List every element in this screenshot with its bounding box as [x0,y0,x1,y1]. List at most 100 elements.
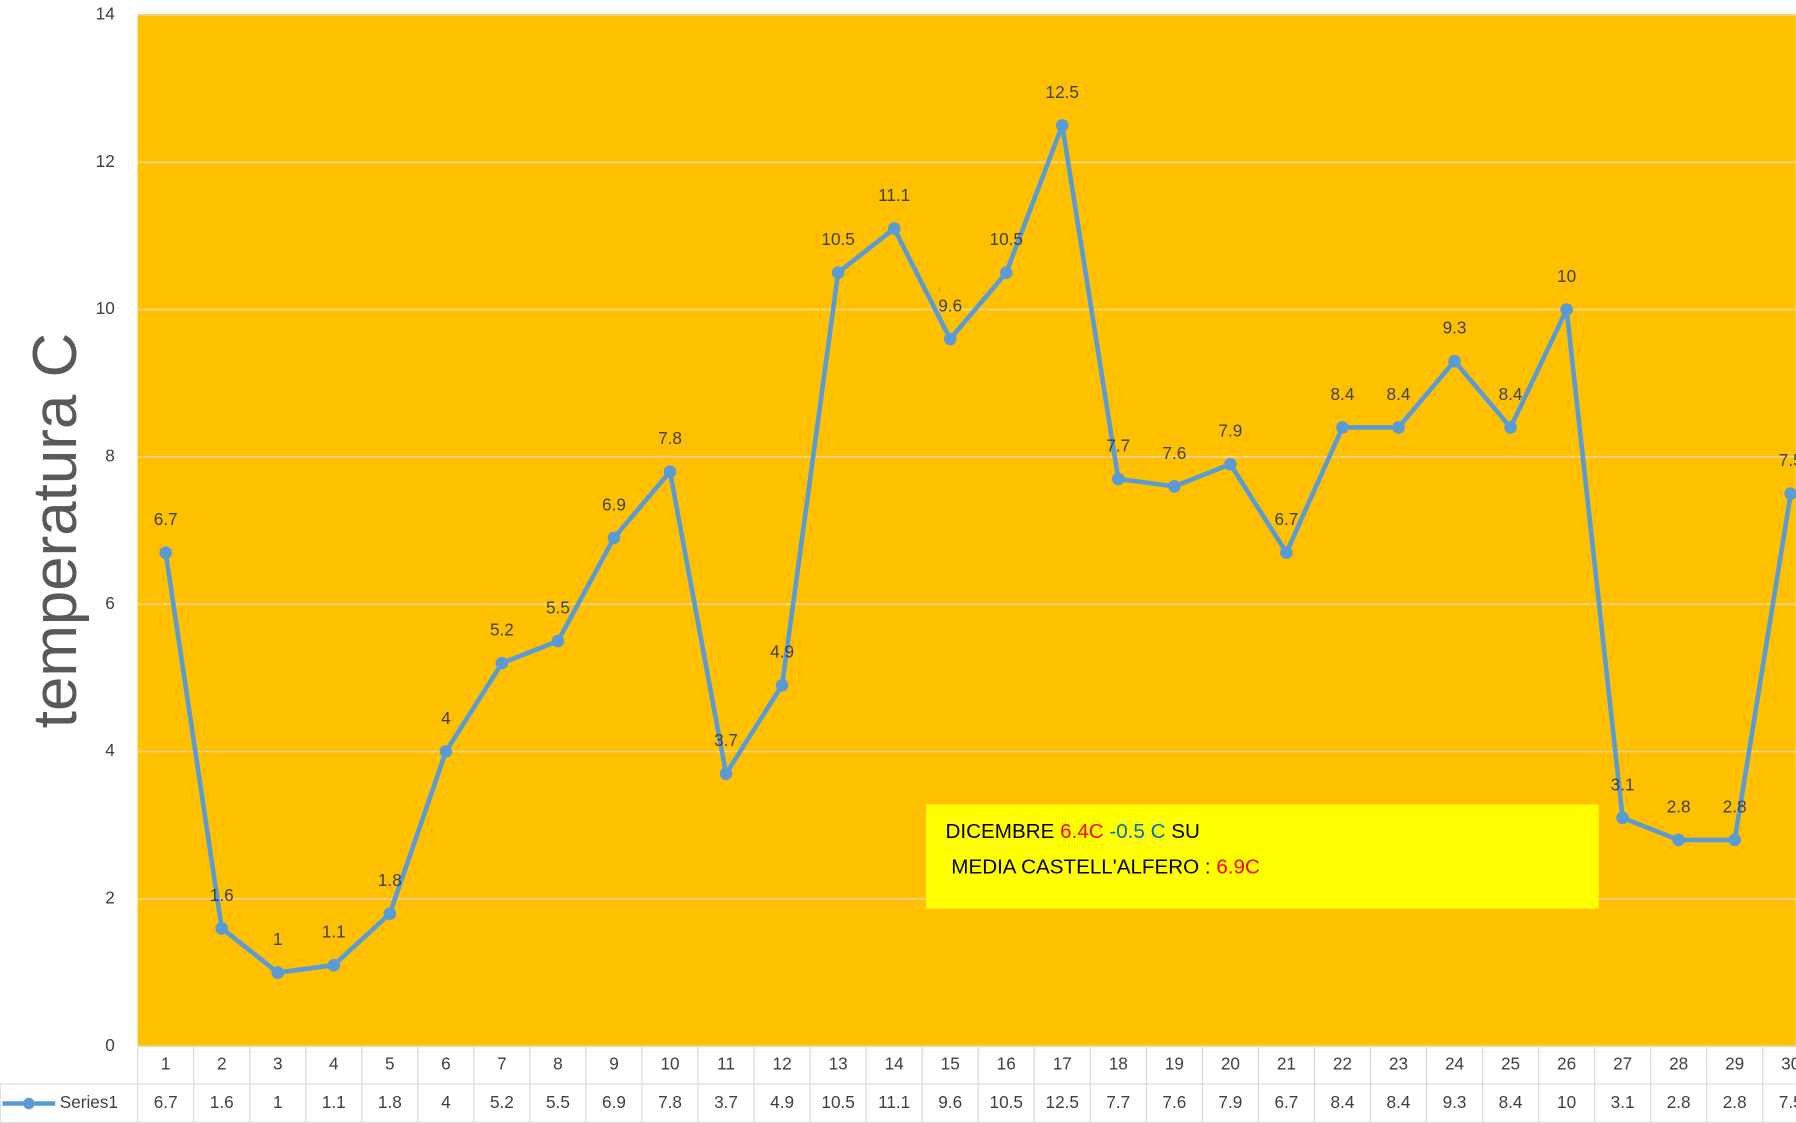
data-label: 12.5 [1046,82,1079,102]
table-value: 3.1 [1611,1092,1635,1112]
data-label: 9.3 [1443,318,1467,338]
x-tick-label: 7 [497,1054,507,1074]
x-tick-label: 2 [217,1054,227,1074]
x-tick-label: 24 [1445,1054,1465,1074]
table-value: 8.4 [1331,1092,1355,1112]
x-tick-label: 20 [1221,1054,1240,1074]
table-value: 4 [441,1092,451,1112]
data-point [663,465,677,478]
data-label: 4.9 [770,642,794,662]
data-label: 1 [273,929,283,949]
x-tick-label: 21 [1277,1054,1296,1074]
data-point [1616,811,1629,825]
table-value: 8.4 [1499,1092,1523,1112]
data-label: 3.7 [714,730,738,750]
x-tick-label: 13 [829,1054,848,1074]
data-point [215,922,229,935]
x-tick-label: 5 [385,1054,395,1074]
table-value: 1 [273,1092,283,1112]
annotation-segment: 6.4C [1060,821,1104,844]
x-tick-label: 6 [441,1054,451,1074]
annotation-segment: 6.9C [1216,856,1260,879]
data-label: 1.6 [210,885,234,905]
data-label: 8.4 [1499,384,1523,404]
table-value: 1.1 [322,1092,346,1112]
data-label: 6.9 [602,494,626,514]
y-axis-label: temperatura C [21,333,90,728]
data-point [327,958,341,972]
data-point [551,634,565,648]
x-tick-label: 11 [717,1054,735,1074]
table-value: 2.8 [1667,1092,1691,1112]
annotation-segment: -0.5 C [1104,821,1166,844]
x-tick-label: 17 [1053,1054,1072,1074]
table-value: 4.9 [770,1092,794,1112]
table-value: 12.5 [1046,1092,1079,1112]
table-value: 1.6 [210,1092,234,1112]
x-tick-label: 19 [1165,1054,1184,1074]
x-tick-label: 1 [161,1054,171,1074]
table-value: 8.4 [1387,1092,1411,1112]
table-value: 10.5 [990,1092,1023,1112]
data-point [831,266,845,280]
y-tick-label: 12 [96,151,115,171]
data-label: 5.2 [490,620,514,640]
annotation-text: MEDIA CASTELL'ALFERO : 6.9C [946,856,1260,879]
data-label: 5.5 [546,598,570,618]
data-point [1672,833,1685,847]
data-point [159,546,173,559]
data-label: 10 [1557,266,1576,286]
y-tick-label: 6 [105,593,115,613]
x-tick-label: 10 [660,1054,679,1074]
annotation-box [926,804,1599,909]
data-point [1504,421,1517,434]
data-point [887,222,901,235]
data-label: 7.5 [1779,450,1796,470]
data-label: 9.6 [938,295,962,315]
data-label: 7.9 [1218,421,1242,441]
data-point [1728,833,1741,847]
table-value: 9.3 [1443,1092,1467,1112]
data-label: 3.1 [1611,774,1635,794]
data-point [775,678,789,692]
y-tick-label: 4 [105,740,115,760]
y-tick-label: 14 [96,3,116,23]
x-tick-label: 8 [553,1054,563,1074]
table-value: 7.7 [1106,1092,1130,1112]
annotation-segment: DICEMBRE [946,821,1061,844]
data-point [1055,119,1069,132]
data-point [1336,421,1349,434]
data-label: 2.8 [1667,796,1691,816]
data-point [383,907,397,920]
data-label: 7.7 [1106,435,1130,455]
legend-label: Series1 [60,1092,118,1112]
data-point [719,767,733,780]
x-tick-label: 16 [997,1054,1016,1074]
y-tick-label: 2 [105,887,115,907]
data-label: 10.5 [990,229,1023,249]
data-point [999,266,1013,280]
data-label: 7.8 [658,428,682,448]
annotation-segment: SU [1165,821,1199,844]
x-tick-label: 9 [609,1054,619,1074]
x-tick-label: 22 [1333,1054,1352,1074]
data-point [1224,457,1237,471]
x-tick-label: 4 [329,1054,339,1074]
table-value: 7.9 [1218,1092,1242,1112]
data-point [1168,480,1181,493]
x-tick-label: 3 [273,1054,283,1074]
x-tick-label: 12 [773,1054,792,1074]
table-value: 6.9 [602,1092,626,1112]
data-point [1784,487,1796,501]
series-line [163,123,1793,975]
table-value: 10 [1557,1092,1576,1112]
x-tick-label: 26 [1557,1054,1576,1074]
x-tick-label: 25 [1501,1054,1520,1074]
x-tick-label: 28 [1669,1054,1688,1074]
table-value: 7.5 [1779,1092,1796,1112]
data-point [271,966,285,979]
table-value: 2.8 [1723,1092,1747,1112]
table-value: 5.5 [546,1092,570,1112]
table-value: 7.6 [1162,1092,1186,1112]
